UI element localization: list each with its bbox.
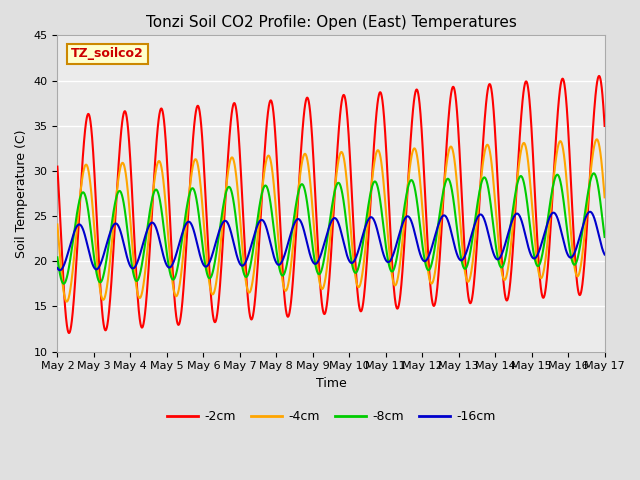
Y-axis label: Soil Temperature (C): Soil Temperature (C) bbox=[15, 129, 28, 258]
Legend: -2cm, -4cm, -8cm, -16cm: -2cm, -4cm, -8cm, -16cm bbox=[161, 405, 500, 428]
X-axis label: Time: Time bbox=[316, 377, 346, 390]
Text: TZ_soilco2: TZ_soilco2 bbox=[71, 48, 144, 60]
Title: Tonzi Soil CO2 Profile: Open (East) Temperatures: Tonzi Soil CO2 Profile: Open (East) Temp… bbox=[145, 15, 516, 30]
